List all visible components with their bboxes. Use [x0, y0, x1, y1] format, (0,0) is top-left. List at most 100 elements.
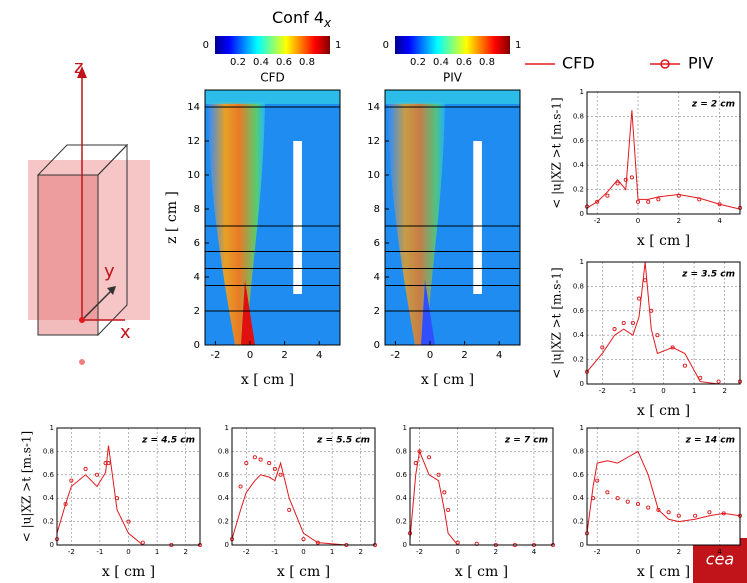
piv-point [636, 296, 642, 301]
piv-point [115, 496, 120, 501]
colorbar-tick-label: 0.4 [253, 57, 269, 68]
colorbar-end-label: 1 [515, 40, 521, 51]
x-axis-label: x [ cm ] [455, 564, 508, 580]
piv-point [682, 363, 687, 368]
piv-point [655, 333, 660, 338]
y-tick-label: 8 [374, 204, 380, 215]
piv-point [612, 327, 617, 332]
colorbar-tick-label: 0.2 [410, 57, 426, 68]
y-tick-label: 0.8 [43, 447, 54, 455]
y-tick-label: 4 [194, 272, 200, 283]
y-tick-label: 0.8 [573, 447, 584, 455]
y-tick-label: 6 [374, 238, 380, 249]
colorbar-end-label: 0 [383, 40, 389, 51]
y-tick-label: 0.4 [43, 494, 55, 502]
piv-point [442, 490, 447, 495]
map-field [205, 90, 340, 104]
piv-point [278, 472, 283, 477]
x-tick-label: 0 [661, 387, 665, 395]
piv-point [676, 513, 681, 518]
y-tick-label: 0.8 [573, 282, 584, 290]
colorbar-tick-label: 0.4 [433, 57, 449, 68]
piv-point [436, 472, 441, 477]
legend-marker [660, 59, 670, 69]
x-tick-label: -2 [68, 548, 75, 556]
x-tick-label: 0 [455, 548, 459, 556]
piv-point [605, 490, 610, 495]
x-tick-label: 4 [717, 217, 722, 225]
y-tick-label: 8 [194, 204, 200, 215]
x-tick-label: 4 [532, 548, 537, 556]
y-tick-label: 0.6 [218, 471, 230, 479]
piv-point [126, 519, 131, 524]
x-tick-label: -1 [271, 548, 278, 556]
y-tick-label: 0 [225, 541, 229, 549]
y-tick-label: 0.2 [573, 356, 584, 364]
annotation: z = 5.5 cm [316, 436, 370, 446]
piv-point [635, 501, 641, 507]
x-tick-label: -2 [210, 350, 220, 361]
piv-point [615, 181, 620, 186]
plot-frame [586, 261, 741, 385]
plot-area [410, 428, 553, 545]
y-axis-label: < |u|XZ >t [m.s-1] [20, 431, 34, 542]
y-tick-label: 0 [580, 210, 584, 218]
colorbar-end-label: 0 [203, 40, 209, 51]
annotation: z = 3.5 cm [681, 270, 735, 280]
piv-point [591, 496, 596, 501]
x-axis-label: x [ cm ] [637, 564, 690, 580]
y-tick-label: 14 [187, 102, 200, 113]
colorbar-tick-label: 0.8 [299, 57, 315, 68]
piv-point [721, 511, 726, 516]
map-title: PIV [443, 71, 463, 85]
x-tick-label: 2 [494, 548, 498, 556]
x-tick-label: -1 [96, 548, 103, 556]
x-tick-label: 2 [677, 217, 681, 225]
annotation: z = 4.5 cm [141, 436, 195, 446]
y-tick-label: 0.6 [43, 471, 55, 479]
plot-frame [231, 427, 376, 546]
piv-point [446, 507, 451, 512]
x-tick-label: 2 [281, 350, 287, 361]
y-tick-label: 0.2 [573, 186, 584, 194]
x-tick-label: 0 [247, 350, 253, 361]
colorbar [215, 36, 330, 54]
piv-point [698, 375, 703, 380]
piv-point [649, 308, 654, 313]
x-tick-label: -2 [599, 387, 606, 395]
piv-point [301, 537, 306, 542]
y-tick-label: 0.4 [573, 331, 585, 339]
y-axis-label: < |u|XZ >t [m.s-1] [550, 267, 564, 378]
annotation: z = 7 cm [504, 436, 548, 446]
piv-point [629, 175, 634, 180]
piv-point [666, 510, 671, 515]
cfd-line [231, 461, 375, 546]
piv-point [621, 320, 626, 326]
x-axis-label: x [ cm ] [421, 372, 474, 388]
legend-label: CFD [562, 54, 595, 73]
x-tick-label: 4 [316, 350, 322, 361]
piv-point [670, 345, 675, 350]
map-field [385, 90, 520, 104]
piv-point [258, 457, 263, 462]
x-tick-label: 2 [358, 548, 362, 556]
x-tick-label: -2 [243, 548, 250, 556]
piv-point [635, 199, 641, 204]
y-tick-label: 1 [50, 424, 54, 432]
logo-text: cea [706, 550, 734, 569]
plate [293, 141, 302, 294]
piv-point [106, 461, 111, 466]
piv-point [716, 379, 721, 384]
y-tick-label: 0 [580, 541, 584, 549]
piv-point [625, 499, 630, 504]
piv-point [94, 472, 100, 477]
piv-point [615, 496, 620, 501]
x-tick-label: -1 [629, 387, 636, 395]
y-tick-label: 0.4 [573, 161, 585, 169]
y-axis-label: < |u|XZ >t [m.s-1] [550, 97, 564, 208]
piv-point [643, 278, 648, 283]
piv-point [413, 461, 418, 466]
piv-point [83, 466, 88, 472]
y-tick-label: 0.6 [573, 137, 585, 145]
y-tick-label: 4 [374, 272, 380, 283]
